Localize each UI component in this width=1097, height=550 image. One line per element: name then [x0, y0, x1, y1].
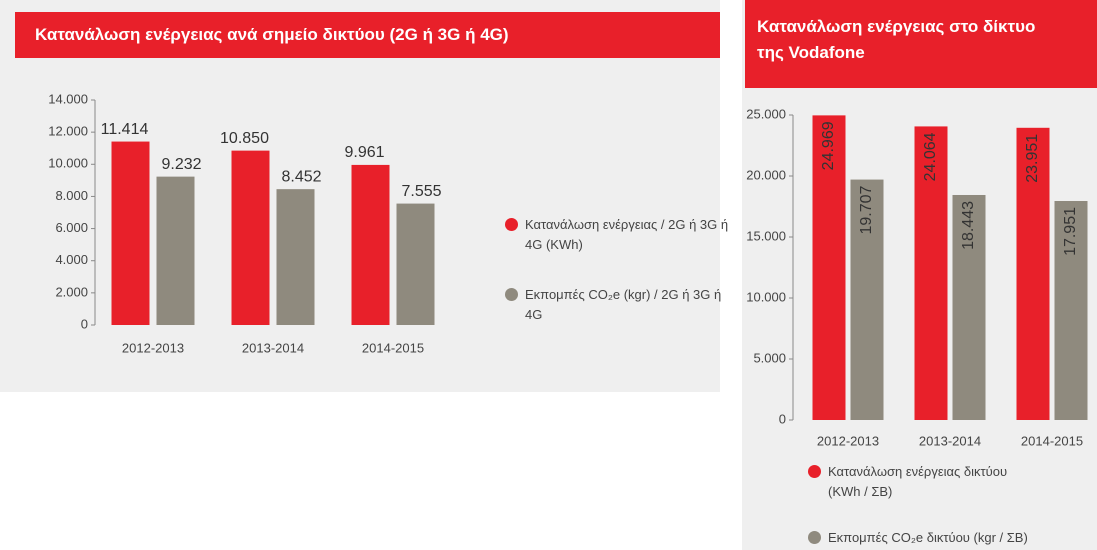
data-label: 17.951 [1062, 207, 1079, 256]
x-tick-label: 2012-2013 [122, 340, 184, 355]
data-label: 9.961 [344, 144, 384, 161]
bar [351, 164, 390, 325]
legend-swatch [505, 218, 518, 231]
y-tick-label: 15.000 [746, 228, 786, 243]
bar [396, 203, 435, 325]
data-label: 10.850 [220, 130, 269, 147]
legend-swatch [808, 465, 821, 478]
bar [952, 194, 986, 420]
y-tick-label: 10.000 [48, 156, 88, 171]
y-tick-label: 6.000 [55, 220, 88, 235]
legend-item: Κατανάλωση ενέργειας / 2G ή 3G ή 4G (KWh… [505, 215, 735, 255]
y-tick-label: 14.000 [48, 91, 88, 106]
y-tick-label: 2.000 [55, 284, 88, 299]
data-label: 24.969 [820, 121, 837, 170]
data-label: 19.707 [858, 185, 875, 234]
y-tick-label: 5.000 [753, 350, 786, 365]
bar [1016, 127, 1050, 421]
legend-swatch [808, 531, 821, 544]
data-label: 9.232 [161, 156, 201, 173]
y-tick-label: 0 [81, 316, 88, 331]
legend-item: Εκπομπές CO₂e δικτύου (kgr / ΣΒ) [808, 528, 1028, 548]
legend-label: Εκπομπές CO₂e δικτύου (kgr / ΣΒ) [828, 530, 1028, 545]
bar [850, 179, 884, 420]
y-tick-label: 4.000 [55, 252, 88, 267]
x-tick-label: 2012-2013 [817, 433, 879, 448]
chart-title: Κατανάλωση ενέργειας στο δίκτυο της Voda… [745, 0, 1097, 88]
y-tick-label: 25.000 [746, 106, 786, 121]
x-tick-label: 2013-2014 [242, 340, 304, 355]
y-tick-label: 10.000 [746, 289, 786, 304]
data-label: 11.414 [101, 121, 149, 138]
y-tick-label: 12.000 [48, 124, 88, 139]
data-label: 23.951 [1024, 134, 1041, 183]
y-tick-label: 8.000 [55, 188, 88, 203]
x-tick-label: 2014-2015 [1021, 433, 1083, 448]
legend-item: Κατανάλωση ενέργειας δικτύου (KWh / ΣΒ) [808, 462, 1028, 502]
legend-item: Εκπομπές CO₂e (kgr) / 2G ή 3G ή 4G [505, 285, 735, 325]
bar [914, 126, 948, 421]
legend-label: Εκπομπές CO₂e (kgr) / 2G ή 3G ή 4G [525, 287, 722, 322]
bar [812, 115, 846, 420]
bar [276, 189, 315, 325]
y-tick-label: 0 [779, 411, 786, 426]
legend-label: Κατανάλωση ενέργειας / 2G ή 3G ή 4G (KWh… [525, 217, 729, 252]
y-tick-label: 20.000 [746, 167, 786, 182]
legend-label: Κατανάλωση ενέργειας δικτύου (KWh / ΣΒ) [828, 464, 1008, 499]
data-label: 7.555 [401, 183, 441, 200]
bar [111, 141, 150, 325]
bar [231, 150, 270, 325]
legend-swatch [505, 288, 518, 301]
data-label: 18.443 [960, 201, 977, 250]
bar [1054, 200, 1088, 420]
bar [156, 176, 195, 325]
chart-title: Κατανάλωση ενέργειας ανά σημείο δικτύου … [15, 12, 720, 58]
data-label: 24.064 [922, 132, 939, 181]
x-tick-label: 2013-2014 [919, 433, 981, 448]
data-label: 8.452 [281, 168, 321, 185]
x-tick-label: 2014-2015 [362, 340, 424, 355]
